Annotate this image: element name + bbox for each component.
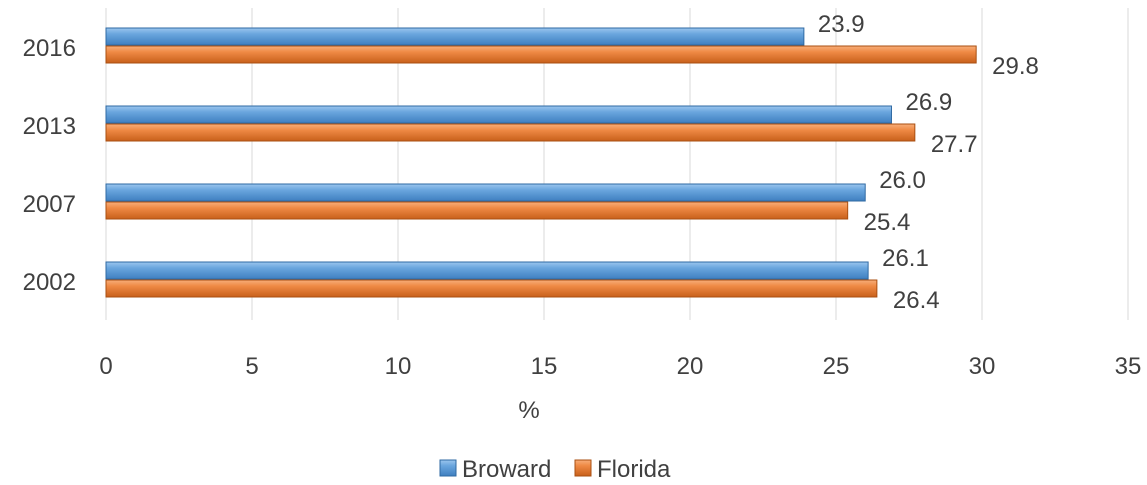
- bar-broward: [105, 105, 892, 124]
- data-label-broward: 23.9: [818, 11, 865, 38]
- bar-florida: [105, 45, 977, 64]
- data-label-broward: 26.9: [905, 89, 952, 116]
- x-tick-label: 5: [245, 353, 258, 380]
- data-labels: 23.9 29.8 26.9 27.726.0 25.4 26.1 26.4: [818, 11, 1039, 314]
- x-tick-label: 35: [1115, 353, 1142, 380]
- bars: [105, 27, 977, 298]
- x-tick-label: 10: [385, 353, 412, 380]
- data-label-florida: 26.4: [893, 287, 940, 314]
- x-tick-label: 0: [99, 353, 112, 380]
- category-label: 2016: [23, 35, 76, 62]
- x-tick-label: 25: [823, 353, 850, 380]
- category-label: 2002: [23, 269, 76, 296]
- y-axis-tick-labels: 2016 2013 2007 2002: [23, 35, 76, 296]
- legend-swatch-broward: [439, 459, 457, 477]
- bar-florida: [105, 279, 878, 298]
- bar-broward: [105, 183, 866, 202]
- data-label-florida: 29.8: [992, 53, 1039, 80]
- legend-label-broward: Broward: [462, 456, 551, 483]
- bar-broward: [105, 261, 869, 280]
- bar-florida: [105, 123, 916, 142]
- x-tick-label: 20: [677, 353, 704, 380]
- category-label: 2013: [23, 113, 76, 140]
- data-label-broward: 26.1: [882, 245, 929, 272]
- x-tick-label: 30: [969, 353, 996, 380]
- x-axis-title: %: [518, 397, 539, 424]
- x-axis-tick-labels: 0 5 10 15 20 25 30 35: [99, 353, 1141, 380]
- x-tick-label: 15: [531, 353, 558, 380]
- legend-label-florida: Florida: [597, 456, 671, 483]
- legend: Broward Florida: [439, 456, 671, 483]
- data-label-florida: 27.7: [931, 131, 978, 158]
- bar-broward: [105, 27, 805, 46]
- data-label-florida: 25.4: [864, 209, 911, 236]
- data-label-broward: 26.0: [879, 167, 926, 194]
- legend-swatch-florida: [574, 459, 592, 477]
- bar-florida: [105, 201, 849, 220]
- category-label: 2007: [23, 191, 76, 218]
